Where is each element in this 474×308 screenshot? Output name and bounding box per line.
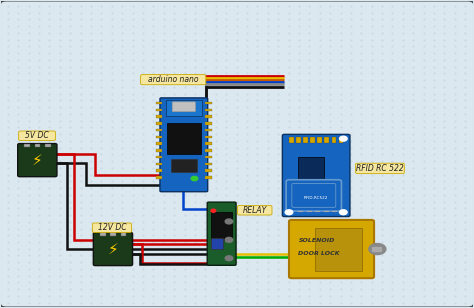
Bar <box>205 122 212 124</box>
Bar <box>121 233 127 236</box>
Circle shape <box>369 244 386 255</box>
Bar <box>156 122 162 124</box>
Bar <box>156 116 162 118</box>
Bar <box>324 136 329 143</box>
Text: ⚡: ⚡ <box>32 153 43 168</box>
Text: 12V DC: 12V DC <box>98 223 126 232</box>
Bar <box>299 157 324 179</box>
FancyBboxPatch shape <box>92 223 132 233</box>
Bar <box>156 109 162 111</box>
Bar <box>205 156 212 158</box>
Bar <box>100 233 106 236</box>
FancyBboxPatch shape <box>172 102 195 112</box>
Text: ⚡: ⚡ <box>108 241 118 257</box>
Text: SOLENOID: SOLENOID <box>299 238 335 243</box>
Circle shape <box>339 136 347 141</box>
Bar <box>303 136 308 143</box>
Bar <box>156 176 162 179</box>
FancyBboxPatch shape <box>289 220 374 278</box>
Bar <box>205 129 212 131</box>
Bar <box>35 144 40 147</box>
Bar <box>171 159 197 172</box>
Bar <box>296 136 301 143</box>
Bar <box>156 156 162 158</box>
Circle shape <box>211 209 216 212</box>
Bar <box>205 176 212 179</box>
Bar <box>110 233 116 236</box>
FancyBboxPatch shape <box>237 205 272 215</box>
Bar <box>372 247 381 251</box>
Bar <box>211 238 223 249</box>
Bar <box>289 136 294 143</box>
FancyBboxPatch shape <box>93 233 133 265</box>
FancyBboxPatch shape <box>283 134 350 217</box>
Bar <box>205 163 212 165</box>
Bar <box>331 136 336 143</box>
Bar <box>156 163 162 165</box>
Bar <box>205 116 212 118</box>
Circle shape <box>225 256 233 261</box>
Bar <box>156 136 162 138</box>
FancyBboxPatch shape <box>141 75 206 85</box>
Bar <box>156 169 162 172</box>
Text: 5V DC: 5V DC <box>25 131 49 140</box>
Bar <box>211 212 232 240</box>
Circle shape <box>285 210 293 215</box>
FancyBboxPatch shape <box>160 98 208 192</box>
Bar <box>45 144 51 147</box>
FancyBboxPatch shape <box>18 131 55 140</box>
Bar <box>205 149 212 152</box>
Circle shape <box>191 176 198 181</box>
Bar <box>166 100 201 116</box>
Bar <box>167 123 201 154</box>
Circle shape <box>339 210 347 215</box>
FancyBboxPatch shape <box>356 163 404 174</box>
Bar <box>205 102 212 104</box>
Text: DOOR LOCK: DOOR LOCK <box>299 251 340 256</box>
Bar <box>156 142 162 145</box>
Circle shape <box>225 219 233 224</box>
Text: RFID-RC522: RFID-RC522 <box>304 197 328 201</box>
Text: RFID RC 522: RFID RC 522 <box>356 164 404 173</box>
Bar <box>24 144 30 147</box>
Bar <box>310 136 315 143</box>
Bar <box>338 136 343 143</box>
Bar <box>156 149 162 152</box>
Text: arduino nano: arduino nano <box>148 75 199 84</box>
Bar <box>205 109 212 111</box>
Bar <box>315 228 362 270</box>
Bar <box>318 136 322 143</box>
Bar <box>205 169 212 172</box>
Bar <box>156 102 162 104</box>
Text: RELAY: RELAY <box>243 206 267 215</box>
FancyBboxPatch shape <box>18 144 57 177</box>
Bar <box>205 142 212 145</box>
Bar <box>156 129 162 131</box>
Circle shape <box>225 237 233 242</box>
Bar <box>205 136 212 138</box>
FancyBboxPatch shape <box>207 202 236 265</box>
